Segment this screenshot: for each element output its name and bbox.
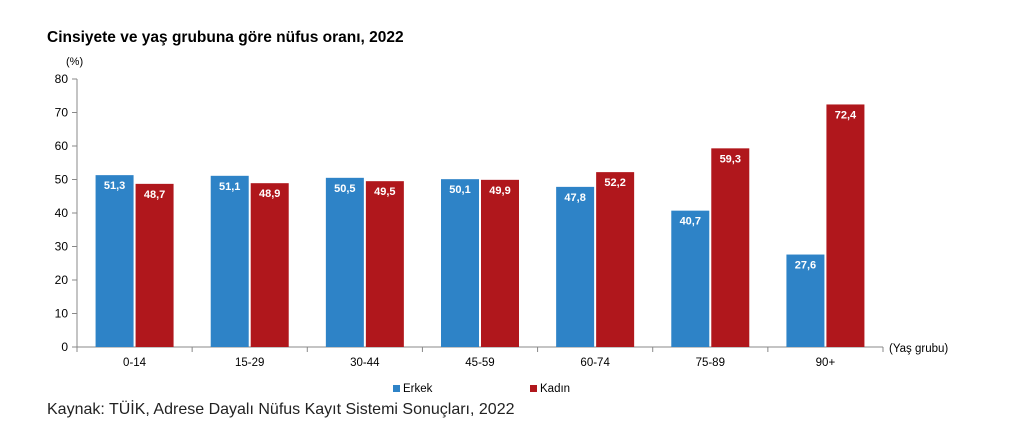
data-label: 50,1 [449,184,470,196]
bar-kad-n [711,148,750,347]
x-tick-label: 60-74 [580,357,610,369]
y-tick-label: 50 [55,173,69,187]
x-tick-label: 30-44 [350,357,380,369]
bar-kad-n [365,181,404,347]
data-label: 27,6 [795,260,816,272]
bar-erkek [786,254,825,347]
bar-kad-n [826,104,865,348]
data-label: 59,3 [720,153,741,165]
data-label: 51,3 [104,180,125,192]
bar-kad-n [250,183,289,347]
y-axis: 0 10 20 30 40 50 60 70 80 (%) [55,56,83,354]
x-tick-label: 0-14 [123,357,147,369]
bar-erkek [441,179,479,347]
data-label: 72,4 [835,109,857,121]
legend-swatch [393,385,400,392]
bar-erkek [325,177,364,347]
y-tick-label: 0 [61,340,68,354]
bar-kad-n [481,179,519,347]
bar-erkek [210,175,249,347]
bar-erkek [671,210,710,347]
data-label: 48,9 [259,188,280,200]
data-label: 51,1 [219,181,240,193]
x-axis-label: (Yaş grubu) [889,343,948,355]
bar-kad-n [596,172,635,347]
legend-swatch [530,385,537,392]
data-label: 49,9 [489,185,510,197]
y-tick-label: 30 [55,240,69,254]
y-tick-label: 60 [55,139,69,153]
y-tick-label: 70 [55,106,69,120]
y-axis-label: (%) [66,56,83,68]
data-label: 40,7 [680,216,701,228]
data-label: 48,7 [144,189,165,201]
source-note: Kaynak: TÜİK, Adrese Dayalı Nüfus Kayıt … [47,401,515,418]
legend: Erkek Kadın [393,383,570,395]
data-label: 50,5 [334,183,355,195]
data-label: 47,8 [564,192,585,204]
bar-kad-n [135,183,174,347]
x-tick-label: 45-59 [465,357,494,369]
legend-label: Erkek [403,383,433,395]
bars: 51,3 51,1 50,5 50,1 47,8 40,7 27,6 48,7 48,9 49,5… [95,104,865,348]
legend-label: Kadın [540,383,570,395]
x-tick-label: 15-29 [235,357,264,369]
x-tick-label: 90+ [816,357,836,369]
chart-title: Cinsiyete ve yaş grubuna göre nüfus oran… [47,29,404,46]
bar-erkek [95,175,134,347]
y-tick-label: 40 [55,206,69,220]
y-tick-label: 10 [55,307,69,321]
data-label: 52,2 [604,177,625,189]
x-tick-label: 75-89 [696,357,725,369]
bar-erkek [556,186,595,347]
y-tick-label: 80 [55,72,69,86]
data-label: 49,5 [374,186,395,198]
y-tick-label: 20 [55,273,69,287]
